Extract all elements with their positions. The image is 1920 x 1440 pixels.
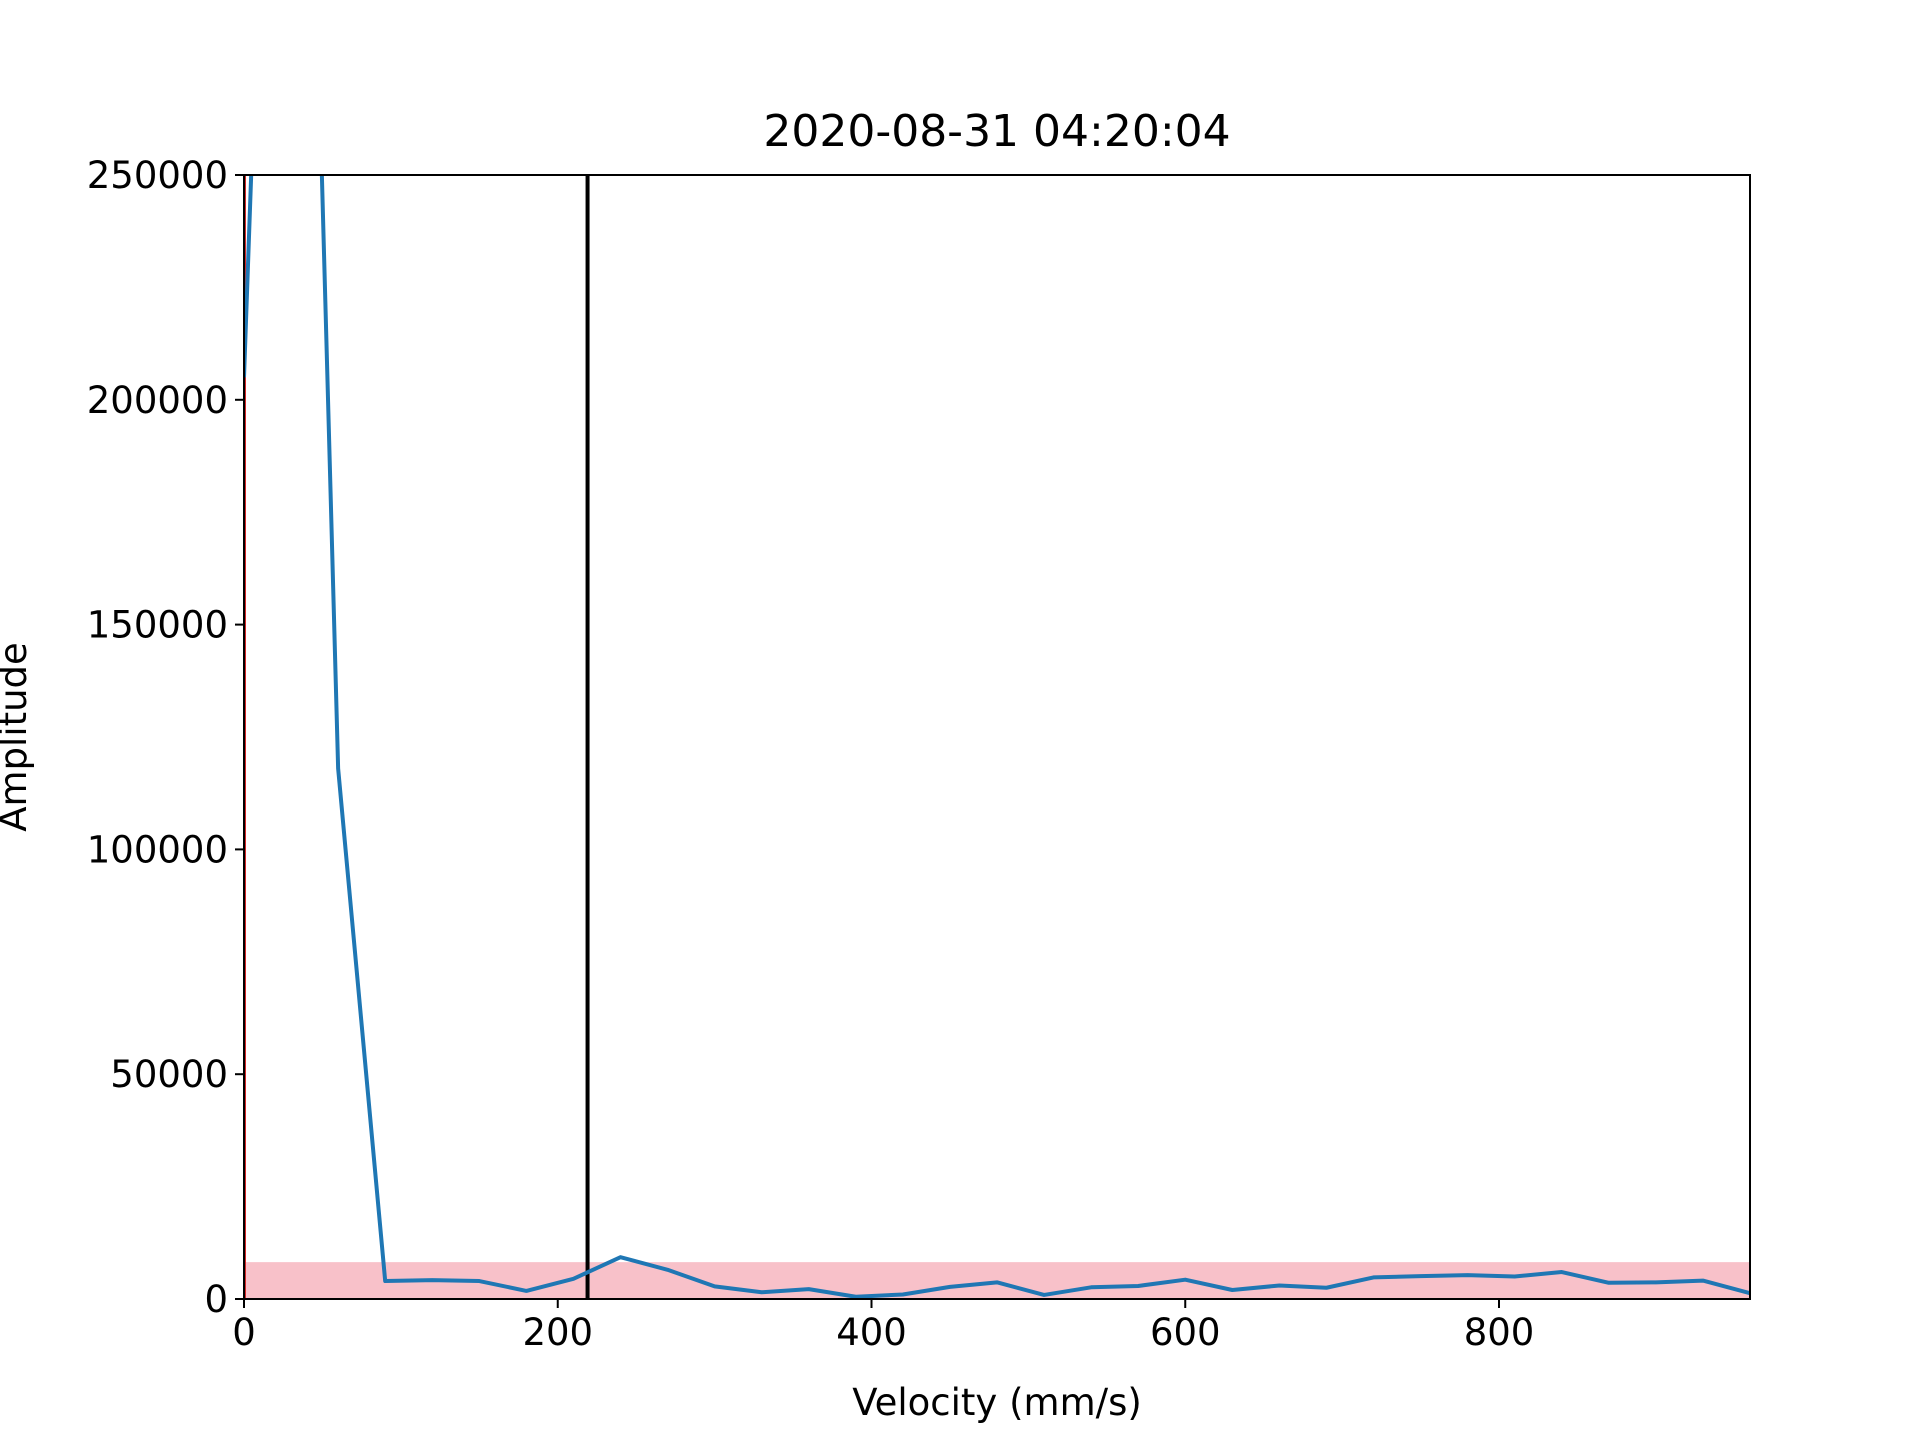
x-tick-label: 200 <box>522 1311 593 1354</box>
data-point <box>666 1269 669 1271</box>
y-tick-label: 200000 <box>87 379 228 422</box>
data-point <box>1655 1281 1657 1283</box>
x-tick-label: 600 <box>1150 1311 1221 1354</box>
data-point <box>337 767 339 770</box>
data-point <box>1372 1276 1375 1279</box>
data-point <box>1325 1287 1328 1289</box>
data-point <box>1090 1286 1092 1288</box>
x-axis-label: Velocity (mm/s) <box>852 1381 1142 1424</box>
data-point <box>1561 1271 1563 1273</box>
y-tick-label: 0 <box>204 1278 228 1321</box>
data-point <box>572 1278 575 1280</box>
data-point <box>949 1286 951 1288</box>
data-point <box>478 1280 480 1282</box>
data-point <box>714 1285 716 1288</box>
y-tick-label: 250000 <box>87 154 228 197</box>
data-point <box>384 1280 386 1282</box>
data-point <box>525 1290 527 1292</box>
data-point <box>902 1293 904 1296</box>
y-tick-label: 50000 <box>110 1053 228 1096</box>
chart-title: 2020-08-31 04:20:04 <box>763 106 1230 157</box>
data-point <box>1278 1284 1280 1287</box>
data-point <box>808 1288 810 1290</box>
data-point <box>1702 1279 1704 1282</box>
data-point <box>1467 1274 1469 1276</box>
plot-frame <box>243 174 1751 1300</box>
plot-area <box>244 175 1750 1299</box>
data-point <box>1137 1285 1139 1287</box>
data-point <box>855 1296 857 1298</box>
data-point <box>1043 1294 1045 1296</box>
y-tick-label: 100000 <box>87 828 228 871</box>
data-point <box>1514 1275 1516 1278</box>
data-point <box>619 1256 622 1258</box>
axes: 0 200 400 600 800 0 50000 100000 150000 200000 250… <box>87 154 1751 1354</box>
data-point <box>1184 1279 1186 1281</box>
data-point <box>761 1291 763 1293</box>
data-point <box>1608 1282 1610 1284</box>
y-axis-label: Amplitude <box>0 642 35 832</box>
x-tick-label: 400 <box>836 1311 907 1354</box>
y-tick-label: 150000 <box>87 604 228 647</box>
data-point <box>1419 1275 1422 1277</box>
data-point <box>996 1281 998 1283</box>
data-point <box>1231 1289 1233 1291</box>
data-point <box>431 1279 433 1281</box>
x-tick-label: 800 <box>1464 1311 1535 1354</box>
x-tick-label: 0 <box>232 1311 256 1354</box>
